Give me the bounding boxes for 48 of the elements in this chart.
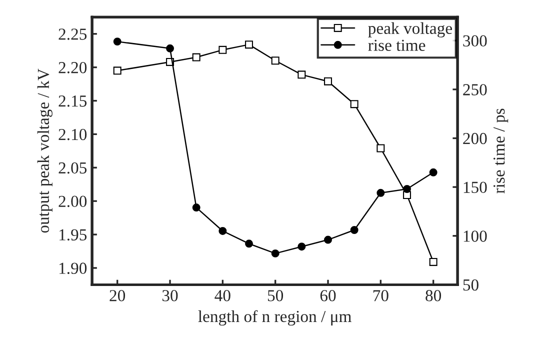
x-axis-title: length of n region / μm xyxy=(198,310,352,326)
x-tick-label: 70 xyxy=(373,290,388,302)
point xyxy=(218,226,227,235)
point xyxy=(218,46,227,54)
x-tick-label: 50 xyxy=(268,290,284,302)
y-tick-label: 1.95 xyxy=(60,229,87,241)
point xyxy=(350,226,358,234)
y-axis-title: output peak voltage / kV xyxy=(37,68,52,233)
y-tick-label: 2.20 xyxy=(58,62,87,74)
point xyxy=(324,236,332,244)
point xyxy=(166,44,174,52)
point xyxy=(376,144,385,152)
x-tick-label: 40 xyxy=(214,290,230,302)
point xyxy=(245,240,253,248)
point xyxy=(113,38,122,46)
point xyxy=(271,56,280,65)
legend-label: rise time xyxy=(368,40,426,51)
point xyxy=(271,249,280,258)
point xyxy=(350,100,358,108)
point xyxy=(403,185,411,193)
point xyxy=(113,66,122,75)
y2-tick-label: 300 xyxy=(463,35,487,47)
x-tick-label: 80 xyxy=(426,290,442,302)
x-tick-label: 30 xyxy=(162,290,178,302)
point xyxy=(324,77,332,86)
y-tick-label: 2.15 xyxy=(58,96,87,107)
y-tick-label: 2.10 xyxy=(58,128,87,140)
point xyxy=(298,242,306,251)
y-tick-label: 2.00 xyxy=(58,196,87,208)
x-tick-label: 20 xyxy=(110,290,126,302)
point xyxy=(429,168,438,176)
y-tick-label: 1.90 xyxy=(60,262,87,274)
y2-tick-label: 100 xyxy=(464,230,487,242)
x-tick-label: 60 xyxy=(320,290,336,302)
point xyxy=(192,53,200,62)
point xyxy=(376,188,385,197)
y2-tick-label: 250 xyxy=(463,84,487,96)
y2-tick-label: 200 xyxy=(463,132,487,144)
y-tick-label: 2.25 xyxy=(58,28,87,40)
point xyxy=(298,70,306,79)
y2-axis-title: rise time / ps xyxy=(494,108,508,194)
y2-tick-label: 150 xyxy=(464,182,487,193)
y2-tick-label: 50 xyxy=(463,279,478,291)
y-tick-label: 2.05 xyxy=(58,162,87,174)
point xyxy=(429,258,438,266)
point xyxy=(192,204,200,212)
point xyxy=(245,40,253,49)
legend-label: peak voltage xyxy=(368,22,452,38)
